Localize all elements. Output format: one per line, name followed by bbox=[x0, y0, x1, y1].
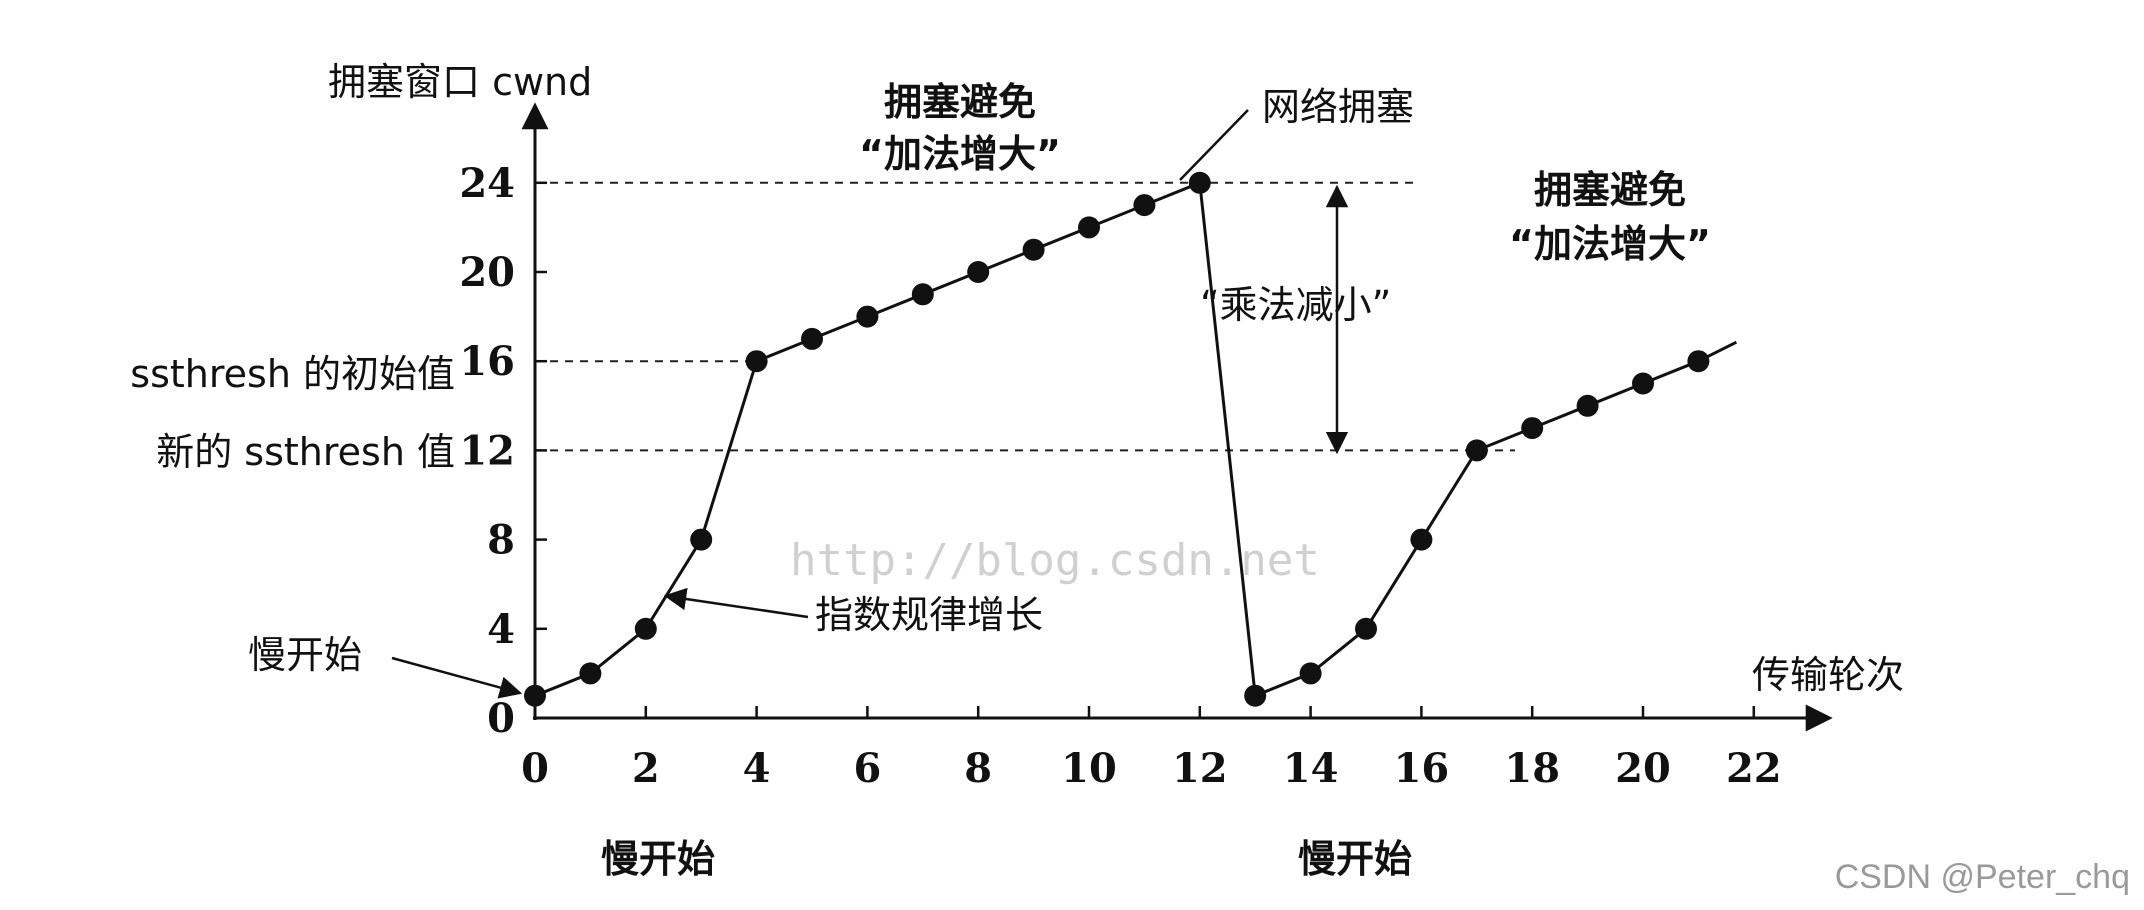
initial-ssthresh-label: ssthresh 的初始值 bbox=[130, 352, 455, 396]
data-point-12 bbox=[1188, 171, 1211, 194]
data-point-13 bbox=[1244, 684, 1267, 707]
watermark: http://blog.csdn.net bbox=[790, 535, 1320, 586]
data-point-10 bbox=[1078, 216, 1100, 239]
data-point-14 bbox=[1299, 662, 1322, 685]
series-tail bbox=[1697, 340, 1738, 363]
axis-ticks bbox=[533, 181, 1756, 718]
y-tick-label-20: 20 bbox=[459, 249, 515, 296]
data-point-0 bbox=[524, 684, 546, 707]
y-tick-label-8: 8 bbox=[487, 517, 515, 564]
slow-start-pointer-arrow bbox=[391, 656, 523, 699]
bottom-slow-start-2: 慢开始 bbox=[1298, 837, 1412, 881]
y-tick-label-12: 12 bbox=[459, 427, 515, 474]
csdn-credit: CSDN @Peter_chq bbox=[1835, 858, 2130, 896]
y-tick-label-16: 16 bbox=[459, 338, 515, 385]
y-tick-label-24: 24 bbox=[459, 160, 515, 207]
data-point-9 bbox=[1022, 238, 1045, 261]
bottom-slow-start-1: 慢开始 bbox=[601, 837, 715, 881]
data-point-4 bbox=[745, 350, 768, 373]
congestion-avoidance-2-line1: 拥塞避免 bbox=[1534, 168, 1686, 212]
y-axis-title: 拥塞窗口 cwnd bbox=[328, 60, 592, 104]
x-tick-label-2: 2 bbox=[632, 745, 660, 792]
x-tick-label-14: 14 bbox=[1283, 745, 1339, 792]
network-congestion-annotation: 网络拥塞 bbox=[1262, 85, 1414, 129]
y-tick-label-4: 4 bbox=[487, 606, 515, 653]
data-point-8 bbox=[967, 261, 990, 283]
x-tick-label-8: 8 bbox=[964, 745, 992, 792]
new-ssthresh-label: 新的 ssthresh 值 bbox=[156, 430, 455, 474]
y-tick-label-0: 0 bbox=[487, 695, 515, 742]
data-point-1 bbox=[579, 662, 602, 685]
exponential-growth-annotation: 指数规律增长 bbox=[815, 593, 1043, 637]
x-tick-label-0: 0 bbox=[521, 745, 549, 792]
congestion-avoidance-1-line1: 拥塞避免 bbox=[884, 80, 1036, 124]
x-tick-label-16: 16 bbox=[1394, 745, 1450, 792]
x-tick-label-6: 6 bbox=[853, 745, 881, 792]
data-point-5 bbox=[801, 327, 823, 350]
data-point-17 bbox=[1465, 439, 1488, 462]
x-axis-title: 传输轮次 bbox=[1752, 653, 1904, 697]
x-tick-label-4: 4 bbox=[743, 745, 771, 792]
data-point-16 bbox=[1410, 528, 1433, 551]
data-point-20 bbox=[1632, 372, 1654, 395]
x-tick-label-18: 18 bbox=[1504, 745, 1560, 792]
data-point-19 bbox=[1576, 394, 1599, 417]
data-point-6 bbox=[856, 305, 879, 328]
multiplicative-decrease-annotation: “乘法减小” bbox=[1200, 283, 1391, 327]
cwnd-points bbox=[524, 171, 1738, 707]
data-point-7 bbox=[911, 283, 934, 306]
congestion-avoidance-2-line2: “加法增大” bbox=[1509, 222, 1711, 266]
x-tick-label-10: 10 bbox=[1061, 745, 1117, 792]
data-point-3 bbox=[690, 528, 713, 551]
congestion-avoidance-1-line2: “加法增大” bbox=[859, 132, 1061, 176]
data-point-15 bbox=[1355, 617, 1377, 640]
data-point-18 bbox=[1521, 417, 1544, 440]
data-point-2 bbox=[634, 617, 657, 640]
x-tick-label-20: 20 bbox=[1615, 745, 1671, 792]
x-tick-label-22: 22 bbox=[1726, 745, 1782, 792]
x-tick-label-12: 12 bbox=[1172, 745, 1228, 792]
cwnd-series-line bbox=[534, 180, 1699, 698]
slow-start-annotation: 慢开始 bbox=[248, 633, 362, 677]
exponential-pointer-arrow bbox=[663, 587, 809, 619]
data-point-11 bbox=[1133, 194, 1156, 217]
congestion-pointer-line bbox=[1179, 109, 1249, 181]
